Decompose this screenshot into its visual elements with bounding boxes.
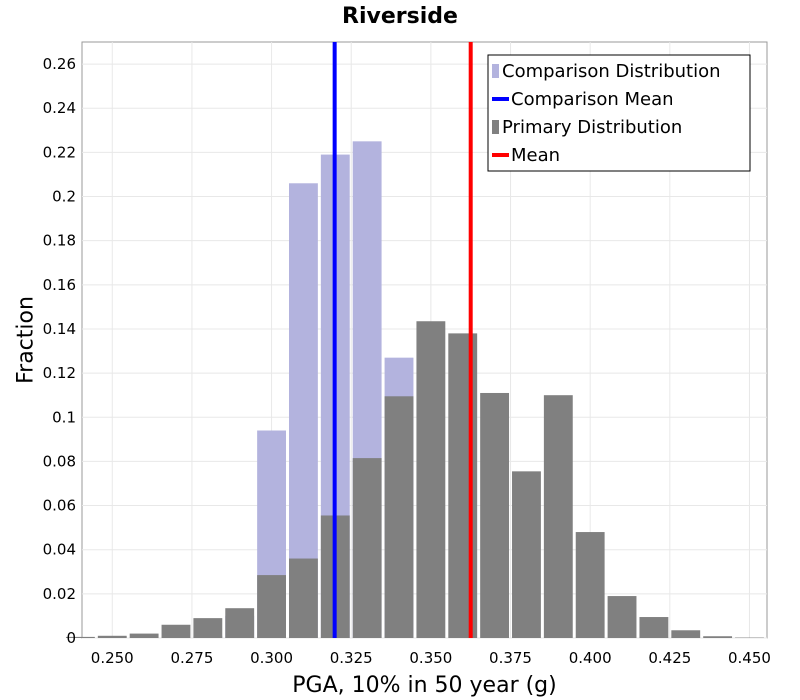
- y-tick-label: 0.06: [43, 497, 76, 515]
- primary-bar: [289, 558, 318, 638]
- y-tick-label: 0.22: [43, 143, 76, 161]
- primary-bar: [384, 396, 414, 638]
- x-tick-label: 0.250: [91, 649, 134, 667]
- y-tick-label: 0.26: [43, 55, 76, 73]
- legend: Comparison Distribution Comparison Mean Pr…: [487, 54, 751, 172]
- primary-bar: [129, 633, 159, 638]
- x-tick-label: 0.375: [489, 649, 532, 667]
- x-tick-label: 0.400: [569, 649, 612, 667]
- y-axis-label: Fraction: [14, 296, 39, 384]
- primary-bar: [97, 635, 127, 638]
- primary-bar: [225, 608, 255, 638]
- y-tick-label: 0.14: [43, 320, 76, 338]
- chart-title: Riverside: [342, 4, 458, 29]
- primary-bar: [543, 395, 573, 638]
- primary-bar: [257, 575, 286, 638]
- primary-bar: [65, 636, 95, 638]
- primary-bar: [352, 458, 382, 638]
- legend-swatch: [492, 64, 499, 78]
- legend-label: Mean: [511, 145, 560, 166]
- x-axis-label: PGA, 10% in 50 year (g): [292, 673, 556, 698]
- x-tick-label: 0.350: [409, 649, 452, 667]
- primary-bar: [575, 532, 605, 638]
- y-tick-label: 0: [66, 629, 76, 647]
- legend-box: [487, 54, 751, 172]
- primary-bar: [671, 630, 701, 638]
- primary-bar: [639, 617, 669, 638]
- y-tick-label: 0.18: [43, 232, 76, 250]
- y-tick-label: 0.2: [52, 188, 76, 206]
- legend-swatch: [492, 120, 499, 134]
- y-tick-label: 0.12: [43, 364, 76, 382]
- primary-bar: [193, 618, 223, 638]
- primary-bar: [416, 321, 446, 638]
- primary-bar: [161, 624, 191, 638]
- x-tick-label: 0.425: [648, 649, 691, 667]
- legend-label: Primary Distribution: [502, 117, 682, 138]
- y-tick-label: 0.24: [43, 99, 76, 117]
- y-tick-label: 0.16: [43, 276, 76, 294]
- primary-bar: [448, 333, 478, 638]
- primary-bar: [480, 392, 510, 638]
- primary-bar: [607, 596, 637, 638]
- y-tick-label: 0.02: [43, 585, 76, 603]
- y-tick-label: 0.04: [43, 541, 76, 559]
- primary-bar: [512, 471, 541, 638]
- primary-bar: [703, 636, 733, 638]
- x-tick-label: 0.450: [728, 649, 771, 667]
- y-tick-label: 0.08: [43, 452, 76, 470]
- bars-group: [65, 141, 764, 639]
- x-tick-labels: 0.250 0.275 0.300 0.325 0.350 0.375 0.400 0.425…: [91, 649, 771, 667]
- mean-lines-group: [332, 42, 473, 638]
- y-tick-labels: 0 0.02 0.04 0.06 0.08 0.1 0.12 0.14 0.16 0.18 0.2 0…: [43, 55, 76, 647]
- legend-label: Comparison Distribution: [502, 61, 721, 82]
- legend-label: Comparison Mean: [511, 89, 674, 110]
- y-tick-label: 0.1: [52, 408, 76, 426]
- x-tick-label: 0.325: [330, 649, 373, 667]
- x-tick-label: 0.300: [250, 649, 293, 667]
- x-tick-label: 0.275: [170, 649, 213, 667]
